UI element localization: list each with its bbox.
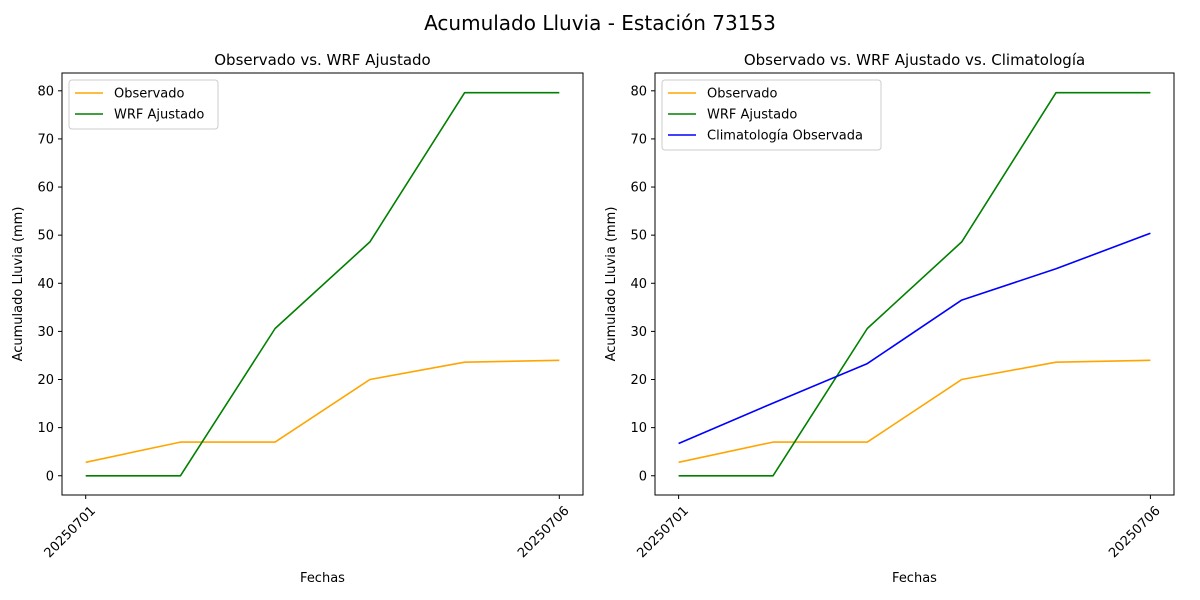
y-tick-label: 60	[630, 181, 647, 196]
left-chart-panel: Observado vs. WRF Ajustado 0 10 20 30 40 50 60 7…	[11, 51, 584, 586]
chart-title: Observado vs. WRF Ajustado vs. Climatolo…	[744, 51, 1085, 69]
plot-frame	[654, 72, 1175, 496]
y-tick-label: 80	[37, 84, 54, 99]
series-line-3	[678, 232, 1151, 445]
x-tick-label: 20250701	[42, 504, 99, 561]
legend-label: WRF Ajustado	[707, 108, 797, 123]
legend-box	[661, 79, 882, 151]
y-tick-label: 30	[630, 325, 647, 340]
legend-label: Climatología Observada	[707, 129, 863, 144]
series-line-1	[85, 359, 560, 464]
y-tick-label: 10	[37, 421, 54, 436]
y-tick-label: 30	[37, 325, 54, 340]
series-line-2	[85, 91, 560, 477]
y-tick-label: 70	[630, 132, 647, 147]
chart-title: Observado vs. WRF Ajustado	[214, 51, 430, 69]
y-tick-label: 0	[46, 469, 54, 484]
y-tick-label: 70	[37, 132, 54, 147]
y-tick-label: 50	[37, 229, 54, 244]
legend-label: Observado	[707, 87, 778, 102]
y-axis-label: Acumulado Lluvia (mm)	[11, 207, 26, 362]
y-axis-label: Acumulado Lluvia (mm)	[604, 207, 619, 362]
x-tick-label: 20250706	[515, 504, 572, 561]
legend: Observado WRF Ajustado Climatología Observ…	[661, 79, 882, 151]
series-line-2	[678, 91, 1151, 477]
y-tick-label: 40	[37, 277, 54, 292]
legend-label: Observado	[114, 87, 185, 102]
legend: Observado WRF Ajustado	[68, 79, 219, 130]
right-chart-panel: Observado vs. WRF Ajustado vs. Climatolo…	[604, 51, 1175, 586]
legend-label: WRF Ajustado	[114, 108, 204, 123]
series-line-1	[678, 359, 1151, 464]
x-tick-label: 20250706	[1106, 504, 1163, 561]
y-tick-label: 50	[630, 229, 647, 244]
legend-box	[68, 79, 219, 130]
y-tick-label: 20	[37, 373, 54, 388]
plot-frame	[61, 72, 584, 496]
figure-title: Acumulado Lluvia - Estación 73153	[424, 11, 776, 35]
y-tick-label: 10	[630, 421, 647, 436]
y-tick-label: 60	[37, 181, 54, 196]
x-axis-label: Fechas	[300, 571, 345, 586]
y-tick-label: 20	[630, 373, 647, 388]
x-axis-label: Fechas	[892, 571, 937, 586]
y-tick-label: 0	[639, 469, 647, 484]
x-tick-label: 20250701	[634, 504, 691, 561]
y-tick-label: 80	[630, 84, 647, 99]
y-tick-label: 40	[630, 277, 647, 292]
